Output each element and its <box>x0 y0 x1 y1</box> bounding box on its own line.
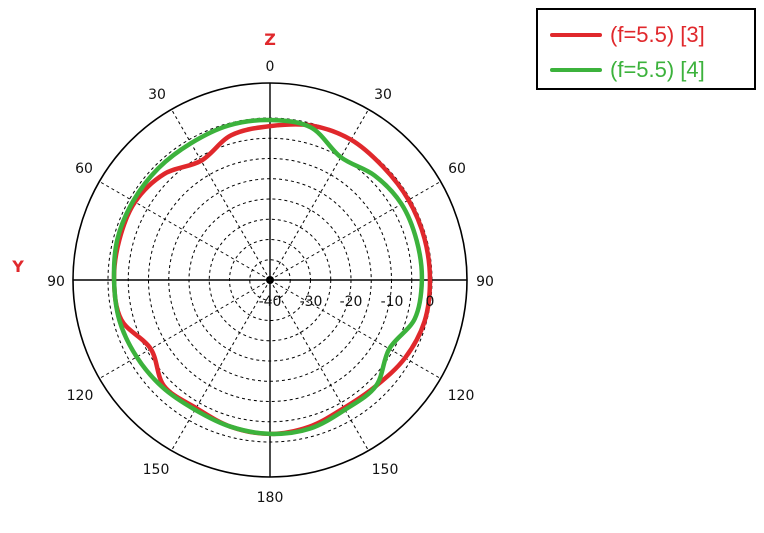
radial-tick--30: -30 <box>300 294 323 310</box>
legend-entry-4: (f=5.5) [4] <box>550 55 705 85</box>
radial-tick--40: -40 <box>259 294 282 310</box>
legend-entry-3: (f=5.5) [3] <box>550 20 705 50</box>
series-line-2 <box>111 117 425 437</box>
grid-spoke <box>269 181 441 281</box>
angle-label-left-60: 60 <box>75 161 93 177</box>
angle-label-right-30: 30 <box>374 87 392 103</box>
angle-labels: 0 180 30 60 90 120 150 30 60 90 120 150 … <box>11 30 494 506</box>
grid-spoke <box>171 279 271 451</box>
angle-label-right-150: 150 <box>372 462 399 478</box>
radial-tick--20: -20 <box>340 294 363 310</box>
angle-label-left-150: 150 <box>143 462 170 478</box>
legend-swatch-green <box>550 68 602 72</box>
legend: (f=5.5) [3] (f=5.5) [4] <box>536 8 756 90</box>
radial-tick--10: -10 <box>381 294 404 310</box>
grid-spoke <box>269 279 369 451</box>
legend-label: (f=5.5) [3] <box>610 22 705 47</box>
angle-label-180: 180 <box>257 490 284 506</box>
angle-label-left-120: 120 <box>67 388 94 404</box>
legend-swatch-red <box>550 33 602 37</box>
grid-spoke <box>99 279 271 379</box>
angle-label-0: 0 <box>266 59 275 75</box>
angle-label-left-90: 90 <box>47 274 65 290</box>
angle-label-left-30: 30 <box>148 87 166 103</box>
angle-label-right-60: 60 <box>448 161 466 177</box>
legend-label: (f=5.5) [4] <box>610 57 705 82</box>
grid-spoke <box>99 181 271 281</box>
angle-label-right-90: 90 <box>476 274 494 290</box>
grid-spoke <box>269 279 441 379</box>
angle-label-right-120: 120 <box>448 388 475 404</box>
axis-name-y: Y <box>11 257 24 276</box>
radial-tick-0: 0 <box>426 294 435 310</box>
axis-name-z: Z <box>264 30 276 49</box>
center-marker <box>266 276 274 284</box>
grid-spoke <box>171 109 271 281</box>
series-layer <box>111 117 433 437</box>
polar-grid <box>72 82 468 478</box>
